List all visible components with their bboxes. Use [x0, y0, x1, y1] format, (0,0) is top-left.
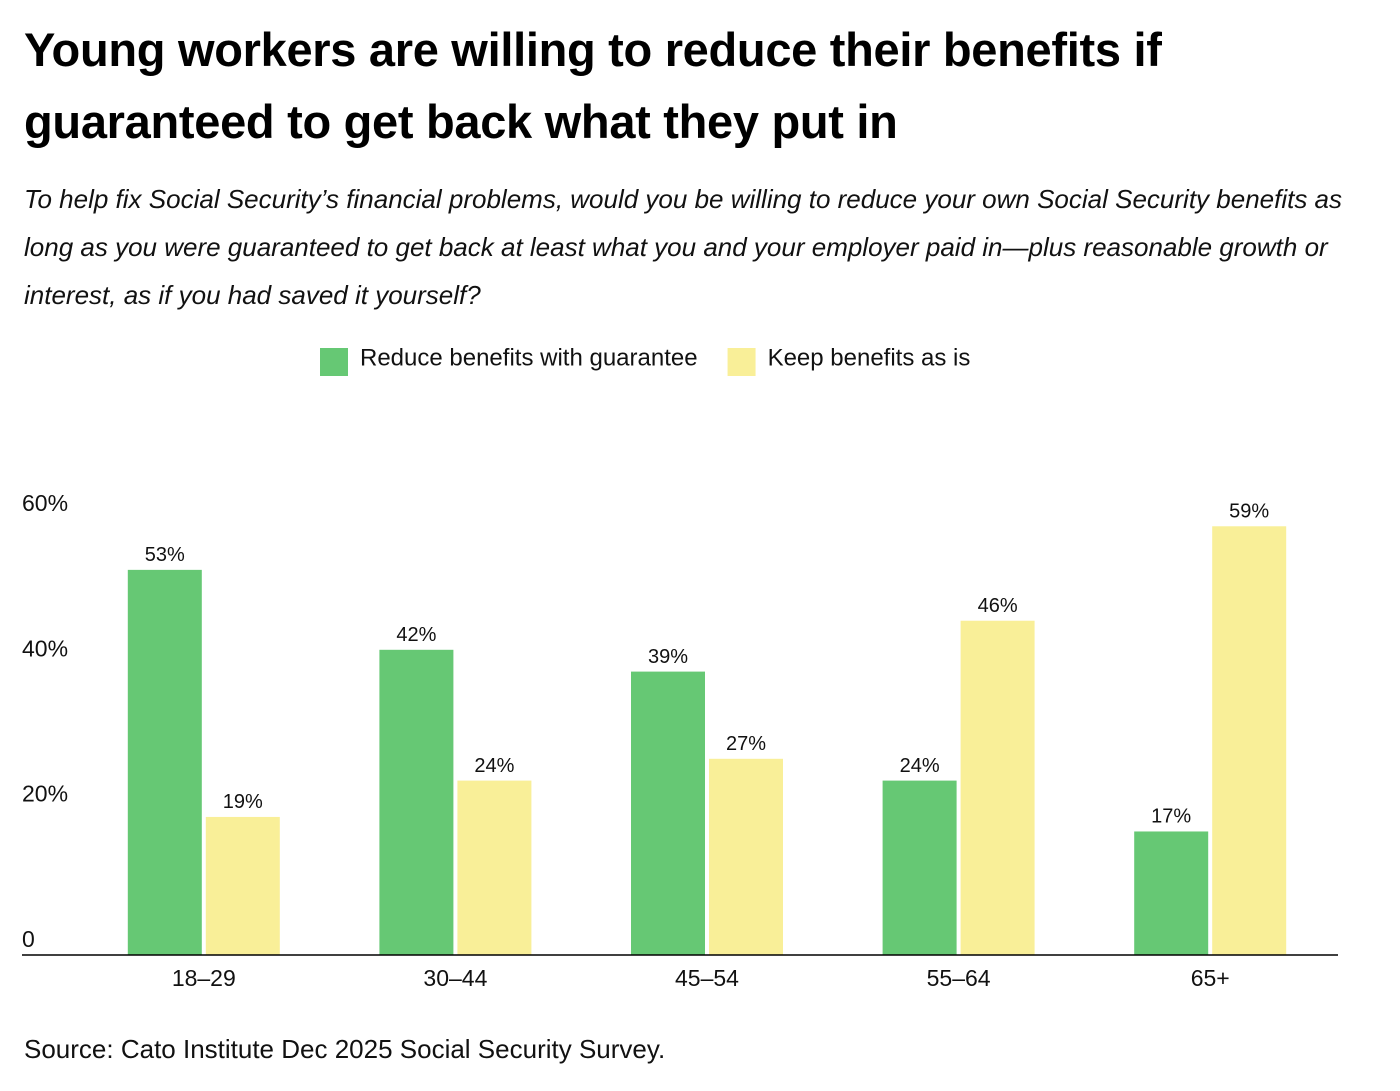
value-label: 24%	[474, 755, 514, 777]
value-label: 46%	[978, 595, 1018, 617]
chart-title: Young workers are willing to reduce thei…	[24, 23, 1162, 148]
bar	[457, 780, 532, 955]
value-label: 19%	[223, 791, 263, 813]
value-label: 27%	[726, 733, 766, 755]
x-tick-label: 55–64	[927, 965, 991, 991]
legend-label: Reduce benefits with guarantee	[360, 344, 698, 371]
value-label: 59%	[1229, 501, 1269, 523]
bar	[1212, 526, 1287, 955]
y-tick-label: 40%	[22, 635, 68, 661]
legend-swatch	[727, 348, 756, 376]
bar	[882, 780, 957, 955]
bar	[1134, 831, 1209, 955]
bar	[379, 649, 454, 955]
value-label: 24%	[900, 755, 940, 777]
value-label: 17%	[1151, 806, 1191, 828]
x-tick-label: 18–29	[172, 965, 236, 991]
chart-subtitle: To help fix Social Security’s financial …	[24, 184, 1343, 310]
bar	[127, 569, 202, 955]
value-label: 39%	[648, 646, 688, 668]
y-tick-label: 20%	[22, 781, 68, 807]
legend-swatch	[320, 348, 348, 376]
source-note: Source: Cato Institute Dec 2025 Social S…	[24, 1034, 666, 1064]
y-tick-label: 60%	[22, 490, 68, 516]
bar	[960, 620, 1035, 955]
legend-label: Keep benefits as is	[768, 344, 971, 371]
y-tick-label: 0	[22, 926, 35, 952]
bar	[709, 758, 783, 955]
x-tick-label: 45–54	[675, 965, 739, 991]
x-tick-label: 30–44	[423, 965, 487, 991]
value-label: 42%	[396, 624, 436, 646]
value-label: 53%	[145, 544, 185, 566]
bar	[631, 671, 705, 955]
bar	[205, 816, 280, 955]
chart: 0 20% 40% 60% Reduce benefits with guarantee…	[22, 344, 1338, 991]
x-tick-label: 65+	[1191, 965, 1230, 991]
